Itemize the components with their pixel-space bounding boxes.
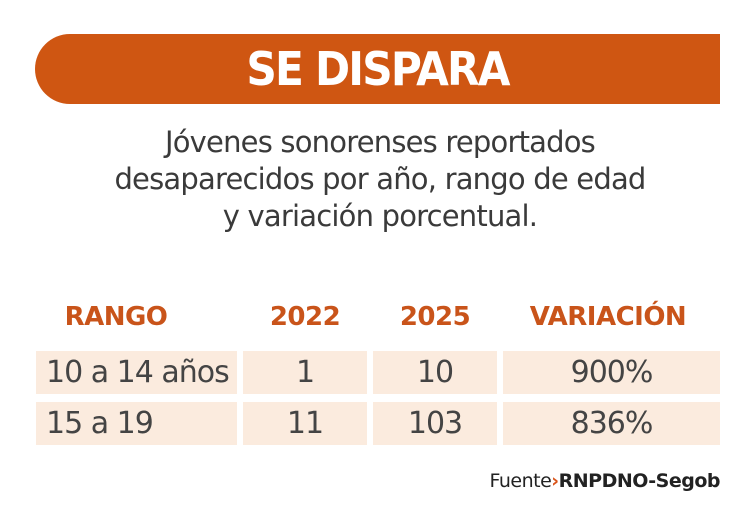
source-label: Fuente xyxy=(489,470,552,492)
chart-title: SE DISPARA xyxy=(246,42,510,96)
header-rango: RANGO xyxy=(64,302,168,332)
table-cell-2022: 1 xyxy=(243,351,367,394)
table-cell-range: 15 a 19 xyxy=(36,402,237,445)
table-cell-variation: 836% xyxy=(503,402,720,445)
table-cell-range: 10 a 14 años xyxy=(36,351,237,394)
source-value: RNPDNO-Segob xyxy=(558,470,721,492)
table-cell-2022: 11 xyxy=(243,402,367,445)
table-cell-2025: 103 xyxy=(373,402,497,445)
chart-subtitle: Jóvenes sonorenses reportados desapareci… xyxy=(40,124,720,235)
subtitle-line-2: desaparecidos por año, rango de edad xyxy=(114,162,646,196)
title-banner: SE DISPARA xyxy=(35,34,720,104)
source-note: Fuente›RNPDNO-Segob xyxy=(489,470,720,492)
subtitle-line-1: Jóvenes sonorenses reportados xyxy=(164,125,596,159)
header-variacion: VARIACIÓN xyxy=(529,302,687,332)
chevron-right-icon: › xyxy=(551,470,559,492)
table-cell-variation: 900% xyxy=(503,351,720,394)
header-2022: 2022 xyxy=(269,302,341,332)
header-2025: 2025 xyxy=(399,302,471,332)
table-cell-2025: 10 xyxy=(373,351,497,394)
subtitle-line-3: y variación porcentual. xyxy=(222,199,538,233)
